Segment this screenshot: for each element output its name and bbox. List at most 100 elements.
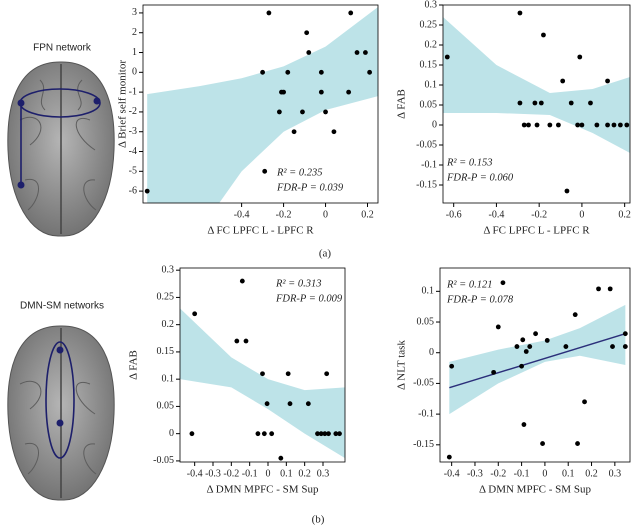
y-tick-label: -5 bbox=[129, 166, 137, 177]
y-tick-label: 0.3 bbox=[162, 264, 175, 275]
y-tick-label: -0.1 bbox=[421, 159, 437, 170]
x-axis-label: Δ DMN MPFC - SM Sup bbox=[479, 484, 591, 496]
point bbox=[243, 338, 249, 344]
plot-area bbox=[443, 10, 630, 194]
y-tick-label: 0.05 bbox=[420, 99, 438, 110]
point bbox=[261, 431, 267, 437]
point bbox=[264, 401, 270, 407]
x-tick-label: 0.2 bbox=[618, 209, 631, 220]
y-tick-label: 0.25 bbox=[157, 292, 175, 303]
x-tick-label: -0.2 bbox=[223, 468, 239, 479]
plot-frame bbox=[142, 4, 379, 204]
annotation: R² = 0.121 bbox=[446, 279, 493, 290]
y-axis-label: Δ FAB bbox=[128, 350, 140, 380]
point bbox=[624, 122, 630, 128]
y-tick-label: 0.3 bbox=[425, 0, 438, 10]
point bbox=[260, 371, 265, 377]
plot-frame bbox=[179, 267, 346, 463]
point bbox=[444, 54, 450, 60]
y-tick-label: 0.25 bbox=[420, 19, 438, 30]
point bbox=[287, 401, 293, 407]
x-axis-label: Δ FC LPFC L - LPFC R bbox=[483, 225, 590, 237]
confidence-band bbox=[443, 17, 630, 153]
y-tick-label: 0.2 bbox=[162, 319, 175, 330]
x-tick-label: 0.2 bbox=[298, 468, 311, 479]
point bbox=[610, 344, 615, 349]
y-tick-label: -4 bbox=[129, 146, 137, 157]
y-tick-label: 0.1 bbox=[162, 373, 175, 384]
point bbox=[278, 455, 284, 461]
y-tick-label: -0.15 bbox=[413, 439, 434, 450]
point bbox=[564, 188, 570, 194]
confidence-band bbox=[180, 308, 345, 459]
point bbox=[596, 286, 601, 292]
point bbox=[572, 312, 578, 318]
y-tick-label: 0 bbox=[429, 347, 434, 358]
point bbox=[144, 188, 150, 194]
point bbox=[285, 69, 291, 75]
point bbox=[588, 100, 593, 106]
y-tick-label: 2 bbox=[132, 27, 137, 38]
x-tick-label: 0 bbox=[323, 209, 328, 220]
point bbox=[239, 278, 245, 284]
point bbox=[523, 349, 529, 354]
point bbox=[348, 10, 354, 16]
point bbox=[234, 338, 240, 344]
point bbox=[291, 129, 297, 135]
chart: 3 2 1 0 -1 -2 -3 -4 -5 -6 -0.4 -0.2 0 0.2 Δ FC LPFC L … bbox=[117, 4, 379, 237]
annotation: FDR-P = 0.078 bbox=[446, 294, 514, 305]
panel-label: (b) bbox=[312, 514, 325, 526]
confidence-band bbox=[147, 6, 378, 203]
point bbox=[189, 431, 195, 437]
point bbox=[514, 344, 520, 349]
x-tick-label: -0.2 bbox=[490, 468, 506, 479]
point bbox=[266, 10, 272, 16]
point bbox=[260, 69, 265, 75]
confidence-band bbox=[449, 304, 626, 415]
y-axis-label: Δ NLT task bbox=[396, 340, 408, 390]
point bbox=[532, 100, 538, 106]
x-tick-label: 0 bbox=[266, 468, 271, 479]
point bbox=[192, 311, 198, 317]
x-axis-label: Δ DMN MPFC - SM Sup bbox=[207, 484, 319, 496]
point bbox=[354, 50, 360, 55]
point bbox=[337, 431, 342, 437]
point bbox=[495, 324, 501, 330]
x-tick-label: -0.4 bbox=[187, 468, 203, 479]
y-tick-label: -2 bbox=[129, 106, 137, 117]
brain-dmn bbox=[7, 325, 115, 501]
panel-label: (a) bbox=[319, 248, 332, 260]
point bbox=[491, 369, 497, 375]
annotation: FDR-P = 0.060 bbox=[446, 172, 514, 183]
y-tick-label: 3 bbox=[132, 7, 137, 18]
point bbox=[346, 89, 352, 95]
point bbox=[582, 399, 587, 405]
point bbox=[323, 109, 328, 115]
x-tick-label: -0.6 bbox=[446, 209, 462, 220]
point bbox=[367, 69, 373, 75]
x-tick-label: -0.4 bbox=[489, 209, 505, 220]
point bbox=[519, 363, 524, 369]
y-tick-label: -3 bbox=[129, 126, 137, 137]
y-tick-label: -0.05 bbox=[153, 455, 174, 466]
y-tick-label: -0.15 bbox=[416, 179, 437, 190]
x-tick-label: 0.3 bbox=[317, 468, 330, 479]
y-axis-label: Δ FAB bbox=[396, 89, 408, 119]
point bbox=[517, 100, 523, 106]
chart: 0.1 0.05 0 -0.05 -0.1 -0.15 -0.4 -0.3 -0.2 -0.1 0 0… bbox=[396, 267, 631, 496]
x-tick-label: -0.4 bbox=[234, 209, 250, 220]
point bbox=[333, 431, 339, 437]
x-tick-label: 0 bbox=[579, 209, 584, 220]
point bbox=[605, 78, 610, 84]
annotation: FDR-P = 0.039 bbox=[276, 182, 344, 193]
point bbox=[617, 122, 623, 128]
point bbox=[520, 337, 526, 343]
point bbox=[575, 441, 580, 446]
x-tick-label: -0.4 bbox=[444, 468, 460, 479]
point bbox=[547, 122, 553, 128]
x-tick-label: 0.1 bbox=[280, 468, 293, 479]
plot-area bbox=[180, 278, 345, 461]
x-tick-label: 0.2 bbox=[361, 209, 374, 220]
point bbox=[527, 344, 533, 349]
x-tick-label: 0.3 bbox=[609, 468, 622, 479]
